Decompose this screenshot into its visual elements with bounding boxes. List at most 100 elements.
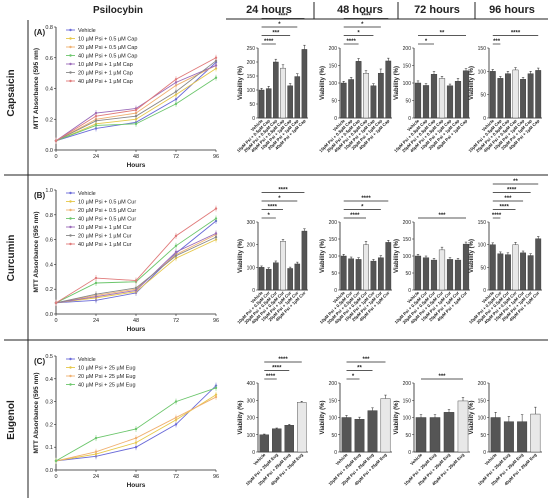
significance-stars: * [361,204,364,210]
time-header-72h: 72 hours [414,4,460,16]
data-point [174,400,178,403]
bar [490,417,501,453]
y-tick-label: 0.4 [45,87,53,93]
data-point [214,76,218,79]
y-tick-label: 0.2 [45,117,53,123]
x-tick-label: 48 [133,474,139,480]
y-tick-label: 50 [405,433,411,439]
bar [280,67,286,119]
bar [363,244,369,291]
y-tick-label: 0.6 [45,238,53,244]
legend-label: 20 µM Psi + 0.5 µM Cap [78,45,137,51]
bar [422,257,430,291]
legend-marker [69,28,72,32]
bar [272,428,282,453]
y-tick-label: 150 [478,398,487,404]
y-tick-label: 0 [334,450,337,456]
y-tick-label: 150 [329,64,338,70]
y-tick-label: 200 [403,381,412,387]
x-axis-title: Hours [127,326,146,333]
panel-label-c: (C) [34,357,45,366]
y-axis-title: Viability (%) [394,401,400,435]
legend-label: 40 µM Psi + 0.5 µM Cap [78,54,137,60]
legend-label: Vehicle [78,28,96,34]
y-tick-label: 1.0 [45,188,53,194]
bar [377,257,384,291]
data-point [134,427,138,431]
data-point [174,98,178,101]
bar [527,255,534,291]
y-tick-label: 0 [252,288,255,294]
bar [273,61,279,119]
row-dividers [4,20,548,498]
data-point [134,111,138,115]
legend-label: 10 µM Psi + 1 µM Cap [78,62,133,68]
y-tick-label: 0.8 [45,213,53,219]
y-tick-label: 0 [483,288,486,294]
bar [517,421,528,453]
time-header-96h: 96 hours [489,4,535,16]
significance-stars: **** [266,374,276,380]
significance-stars: * [278,196,281,202]
bar [259,434,269,453]
y-tick-label: 150 [478,46,487,52]
bar [287,268,293,291]
bar [497,78,504,119]
legend-label: 40 µM Psi + 1 µM Cap [78,79,133,85]
significance-stars: ** [357,365,362,371]
bar [457,400,469,453]
data-point [174,84,178,87]
legend-label: 40 µM Psi + 25 µM Eug [78,383,136,389]
bar [438,249,446,291]
legend-marker [69,45,72,49]
significance-stars: **** [278,13,288,19]
y-tick-label: 100 [478,416,487,422]
bar [297,402,307,453]
significance-stars: **** [499,204,509,210]
y-tick-label: 150 [403,64,412,70]
y-tick-label: 0.2 [45,287,53,293]
y-tick-label: 150 [329,237,338,243]
data-point [54,139,58,142]
y-tick-label: 0 [483,116,486,122]
legend-marker [69,191,72,195]
y-tick-label: 150 [329,398,338,404]
legend-marker [69,374,72,378]
significance-stars: *** [504,196,512,202]
legend-label: Vehicle [78,191,96,197]
bar [284,425,294,453]
data-point [94,114,98,118]
legend-label: 10 µM Psi + 0.5 µM Cap [78,37,137,43]
bar [520,252,526,291]
y-tick-label: 50 [405,271,411,277]
x-tick-label: 24 [93,318,99,324]
data-point [174,423,178,426]
legend-label: 20 µM Psi + 25 µM Eug [78,374,136,380]
data-point [174,244,178,247]
data-point [54,459,58,463]
significance-stars: *** [272,30,280,36]
bar [520,79,526,119]
y-tick-label: 50 [405,99,411,105]
y-tick-label: 0.2 [45,422,53,428]
data-point [94,127,98,130]
x-tick-label: 0 [54,318,57,324]
y-tick-label: 300 [247,398,256,404]
legend-marker [69,79,72,83]
y-tick-label: 150 [403,237,412,243]
x-tick-label: 96 [213,318,219,324]
data-point [214,395,218,399]
data-point [214,217,218,220]
y-axis-title: Viability (%) [238,239,244,273]
y-axis-title: Viability (%) [469,239,475,273]
line-chart-b: (B) 0.0 0.2 0.4 0.6 0.8 1.0 0 24 48 72 96 Hours MTT A… [33,188,219,333]
bar [430,74,438,119]
bar [446,259,454,291]
x-axis-title: Hours [127,162,146,169]
legend-marker [69,383,72,386]
legend-marker [69,225,72,229]
